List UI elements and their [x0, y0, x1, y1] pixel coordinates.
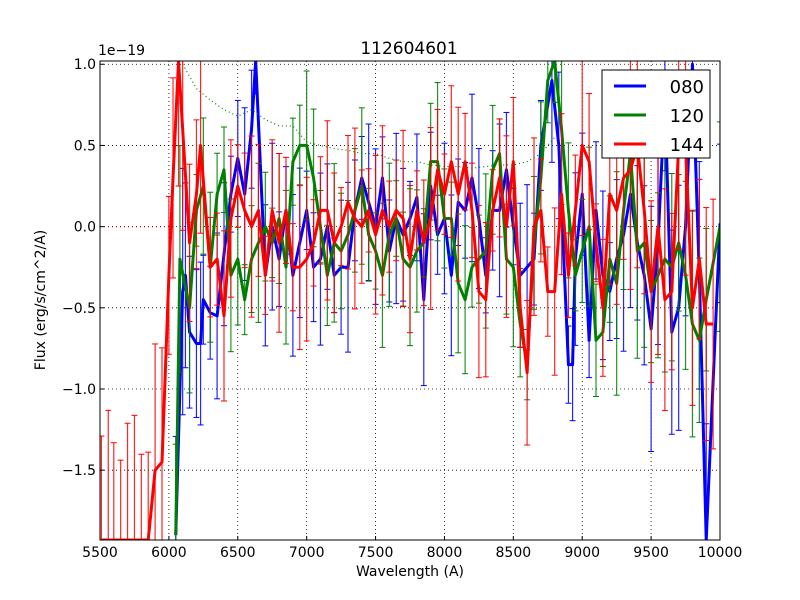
y-tick-label: −0.5	[62, 301, 96, 317]
x-tick-label: 7000	[289, 545, 325, 561]
ticks: 5500 6000 6500 7000 7500 8000 8500 9000 9500 1000…	[62, 57, 742, 561]
legend-label-144: 144	[670, 135, 704, 156]
x-tick-label: 5500	[82, 545, 118, 561]
y-tick-label: 0.0	[74, 220, 96, 236]
offset-label: 1e−19	[98, 43, 145, 59]
y-axis-label: Flux (erg/s/cm^2/A)	[33, 230, 49, 370]
series-layer	[100, 61, 720, 540]
x-tick-label: 6000	[151, 545, 187, 561]
x-tick-label: 7500	[358, 545, 394, 561]
chart-title: 112604601	[360, 39, 457, 59]
x-tick-label: 9500	[633, 545, 669, 561]
y-tick-label: 0.5	[74, 138, 96, 154]
x-tick-label: 8500	[496, 545, 532, 561]
plot-frame	[99, 60, 721, 541]
legend-label-080: 080	[670, 77, 704, 98]
series-144	[100, 61, 717, 540]
x-tick-label: 6500	[220, 545, 256, 561]
x-tick-label: 9000	[564, 545, 600, 561]
x-axis-label: Wavelength (A)	[356, 564, 464, 580]
series-line-144	[101, 61, 714, 540]
y-tick-label: −1.5	[62, 463, 96, 479]
x-tick-label: 8000	[427, 545, 463, 561]
legend: 080 120 144	[601, 69, 711, 159]
x-tick-label: 10000	[698, 545, 743, 561]
y-tick-label: −1.0	[62, 382, 96, 398]
legend-label-120: 120	[670, 106, 704, 127]
y-tick-label: 1.0	[74, 57, 96, 73]
